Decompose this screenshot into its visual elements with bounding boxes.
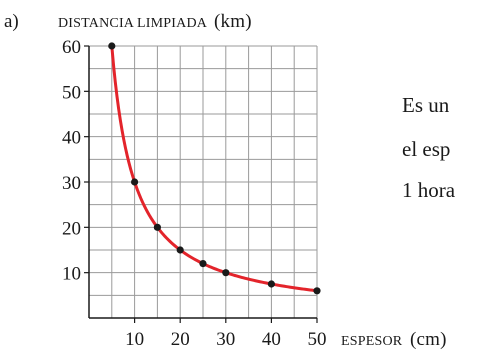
y-tick-label: 60 bbox=[62, 37, 81, 58]
part-label: a) bbox=[4, 11, 19, 32]
x-axis-label: ESPESOR (cm) bbox=[341, 329, 447, 350]
data-point bbox=[199, 260, 207, 268]
data-point bbox=[153, 223, 161, 231]
y-axis-label: DISTANCIA LIMPIADA (km) bbox=[58, 11, 252, 32]
y-axis-label-text: DISTANCIA LIMPIADA bbox=[58, 16, 208, 31]
x-axis-label-text: ESPESOR bbox=[341, 334, 403, 349]
data-point bbox=[222, 269, 230, 277]
y-axis-unit: (km) bbox=[214, 11, 252, 32]
x-tick-label: 40 bbox=[262, 329, 281, 350]
series-line bbox=[110, 44, 319, 293]
y-tick-label: 20 bbox=[62, 218, 81, 239]
grid bbox=[89, 45, 318, 318]
tick-labels: 10 20 30 40 50 10 20 30 40 50 60 bbox=[62, 37, 327, 350]
data-point bbox=[131, 178, 139, 186]
y-tick-label: 50 bbox=[62, 82, 81, 103]
side-text: Es un el esp 1 hora bbox=[402, 93, 456, 202]
x-tick-label: 50 bbox=[308, 329, 327, 350]
x-tick-label: 10 bbox=[125, 329, 144, 350]
x-tick-label: 20 bbox=[171, 329, 190, 350]
x-axis-unit: (cm) bbox=[410, 329, 447, 350]
data-point bbox=[267, 280, 275, 288]
y-tick-label: 40 bbox=[62, 128, 81, 149]
data-point bbox=[176, 246, 184, 254]
axes bbox=[84, 45, 318, 323]
side-text-line-2: el esp bbox=[402, 137, 450, 161]
side-text-line-1: Es un bbox=[402, 93, 450, 117]
y-tick-label: 10 bbox=[62, 264, 81, 285]
data-point bbox=[313, 287, 321, 295]
x-tick-label: 30 bbox=[216, 329, 235, 350]
data-point bbox=[108, 42, 116, 50]
y-tick-label: 30 bbox=[62, 173, 81, 194]
side-text-line-3: 1 hora bbox=[402, 178, 456, 202]
series bbox=[108, 42, 321, 295]
